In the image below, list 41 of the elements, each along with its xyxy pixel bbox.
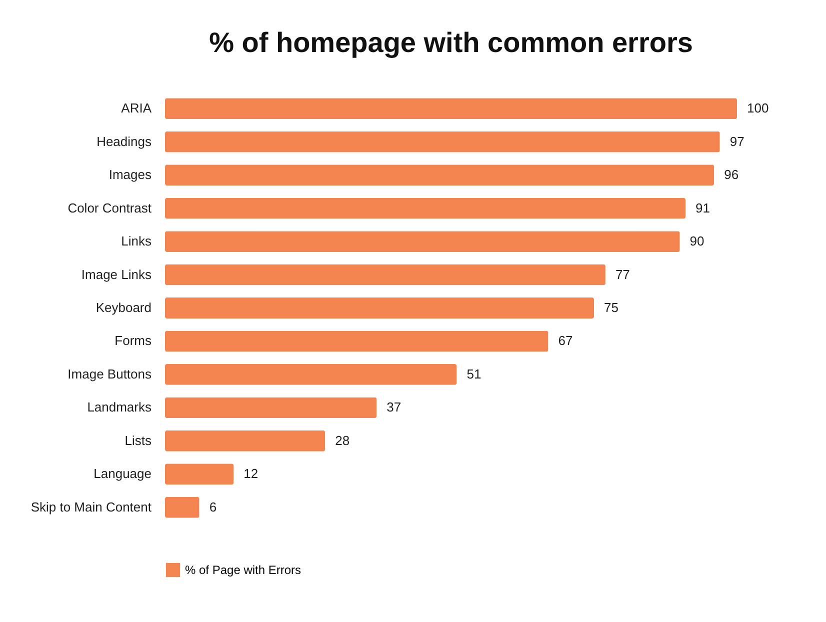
data-label: 6 (209, 499, 217, 514)
y-tick-label: Links (121, 234, 152, 249)
bar (165, 164, 714, 186)
bar (165, 298, 594, 318)
data-label: 97 (730, 134, 744, 149)
y-tick-label: Image Links (81, 266, 152, 282)
bar (165, 496, 200, 518)
y-tick-label: ARIA (121, 100, 152, 116)
bar (165, 430, 326, 452)
data-label: 91 (696, 200, 710, 216)
bar (165, 397, 377, 418)
bar (165, 264, 606, 286)
bar (165, 131, 720, 152)
bar (165, 364, 457, 385)
y-tick-label: Images (108, 167, 152, 182)
data-label: 67 (558, 333, 573, 348)
bar (165, 464, 234, 485)
bar (165, 330, 548, 352)
y-tick-label: Color Contrast (68, 200, 152, 216)
data-label: 90 (690, 234, 704, 249)
y-tick-label: Language (94, 466, 152, 482)
y-tick-label: Forms (114, 333, 152, 348)
bar (165, 231, 680, 252)
y-tick-label: Image Buttons (68, 366, 152, 382)
data-label: 37 (386, 400, 402, 415)
data-label: 77 (615, 266, 630, 282)
data-label: 51 (466, 366, 482, 382)
chart-title: % of homepage with common errors (209, 27, 693, 58)
y-tick-label: Landmarks (87, 400, 152, 415)
y-tick-label: Keyboard (96, 300, 152, 315)
data-label: 12 (244, 466, 258, 482)
data-label: 28 (335, 432, 350, 448)
bar (165, 198, 686, 219)
legend-label: % of Page with Errors (185, 563, 302, 577)
data-label: 100 (747, 100, 769, 116)
y-tick-label: Lists (124, 432, 152, 448)
y-tick-label: Headings (96, 134, 152, 149)
data-label: 75 (604, 300, 618, 315)
y-tick-label: Skip to Main Content (30, 499, 152, 514)
data-label: 96 (724, 167, 739, 182)
bar (165, 98, 737, 120)
